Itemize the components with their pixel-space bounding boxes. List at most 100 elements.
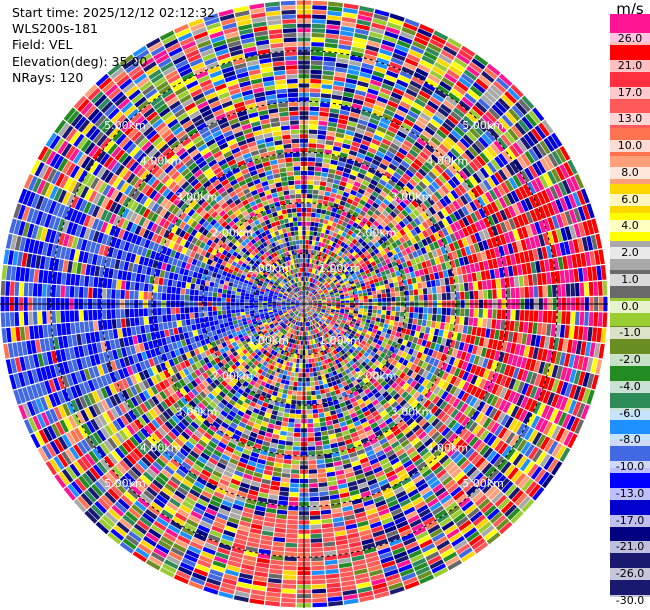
range-gate — [445, 315, 451, 323]
range-gate — [433, 191, 443, 200]
range-gate — [349, 55, 363, 62]
range-gate — [488, 127, 500, 140]
range-gate — [376, 313, 382, 318]
range-gate — [309, 377, 314, 382]
range-gate — [543, 155, 555, 170]
range-gate — [311, 240, 316, 246]
range-gate — [347, 69, 360, 76]
range-gate — [478, 290, 483, 300]
range-gate — [474, 232, 482, 243]
range-gate — [448, 165, 458, 176]
range-gate — [408, 191, 417, 200]
range-gate — [390, 292, 396, 297]
range-gate — [341, 231, 347, 238]
range-gate — [511, 241, 519, 253]
range-gate — [307, 299, 312, 302]
range-gate — [571, 254, 578, 268]
range-gate — [372, 175, 381, 183]
range-gate — [326, 296, 331, 299]
range-gate — [406, 239, 413, 247]
range-gate — [547, 310, 553, 323]
range-gate — [267, 389, 274, 395]
range-gate — [305, 295, 307, 300]
range-gate — [390, 175, 399, 184]
range-gate — [432, 65, 446, 76]
range-gate — [317, 288, 322, 292]
range-gate — [498, 153, 509, 166]
ray — [304, 218, 599, 304]
range-gate — [330, 296, 336, 299]
range-gate — [334, 213, 341, 219]
range-gate — [378, 121, 389, 130]
range-gate — [311, 46, 324, 52]
range-gate — [453, 126, 465, 137]
range-gate — [450, 111, 462, 122]
range-gate — [400, 160, 410, 169]
range-gate — [314, 279, 317, 284]
range-gate — [371, 75, 384, 83]
range-gate — [463, 256, 470, 265]
range-gate — [367, 276, 373, 281]
range-gate — [341, 16, 357, 24]
range-gate — [425, 259, 432, 268]
range-gate — [330, 257, 335, 263]
range-gate — [273, 386, 279, 392]
range-gate — [519, 251, 526, 264]
range-gate — [404, 312, 409, 318]
range-gate — [316, 232, 321, 237]
range-gate — [388, 237, 395, 244]
range-gate — [355, 89, 367, 97]
range-gate — [310, 294, 314, 298]
range-gate — [464, 149, 475, 161]
range-gate — [409, 307, 414, 313]
range-gate — [459, 137, 471, 149]
range-gate — [399, 291, 405, 297]
range-gate — [541, 246, 548, 259]
range-gate — [287, 390, 293, 395]
range-gate — [311, 395, 317, 400]
range-gate — [460, 265, 467, 275]
range-gate — [374, 321, 380, 326]
range-gate — [309, 268, 313, 273]
range-gate — [351, 232, 357, 239]
range-gate — [305, 296, 308, 300]
range-gate — [311, 296, 316, 300]
range-gate — [307, 263, 310, 268]
range-gate — [346, 246, 352, 252]
range-gate — [319, 291, 324, 295]
range-gate — [389, 211, 397, 219]
range-gate — [485, 111, 497, 123]
range-gate — [510, 254, 517, 265]
range-gate — [411, 324, 417, 331]
range-gate — [306, 377, 310, 382]
range-gate — [270, 559, 284, 566]
range-gate — [427, 140, 438, 150]
range-gate — [354, 299, 359, 303]
range-gate — [467, 273, 473, 282]
range-gate — [420, 326, 426, 333]
range-gate — [547, 153, 559, 168]
range-gate — [512, 216, 521, 229]
range-gate — [399, 236, 406, 244]
range-gate — [479, 167, 490, 179]
range-gate — [392, 52, 406, 62]
range-gate — [428, 243, 436, 251]
range-gate — [408, 149, 419, 158]
range-gate — [318, 289, 322, 293]
range-gate — [314, 381, 319, 386]
range-gate — [304, 301, 308, 304]
range-gate — [323, 275, 328, 280]
range-gate — [523, 321, 529, 333]
range-gate — [401, 274, 407, 281]
range-gate — [447, 269, 453, 277]
range-gate — [319, 111, 329, 117]
range-gate — [504, 91, 517, 104]
range-gate — [359, 5, 375, 13]
range-gate — [419, 112, 432, 122]
range-gate — [389, 61, 402, 70]
range-gate — [534, 221, 542, 235]
range-gate — [337, 262, 342, 268]
range-gate — [360, 67, 373, 75]
range-gate — [383, 323, 389, 329]
range-gate — [412, 264, 419, 272]
